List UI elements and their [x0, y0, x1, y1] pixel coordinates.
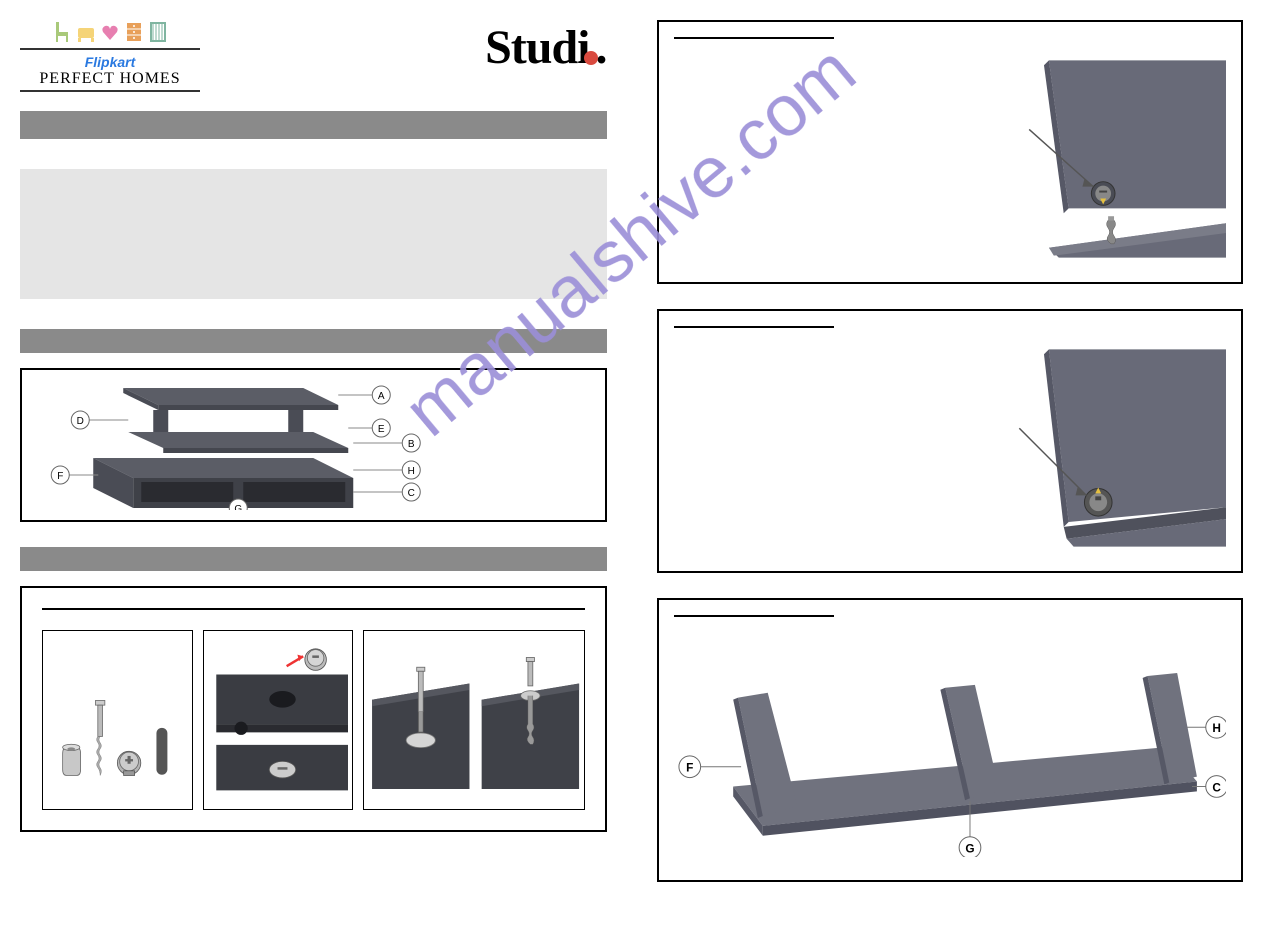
hardware-parts-cell — [42, 630, 193, 810]
step-diagram-3: F G H C — [657, 598, 1244, 882]
product-overview-diagram: A E B H C D F G — [20, 368, 607, 522]
hardware-bolt-insert-cell — [363, 630, 584, 810]
svg-text:D: D — [77, 416, 84, 427]
studio-dot-icon — [584, 51, 598, 65]
heart-icon — [100, 20, 120, 44]
step-diagram-2 — [657, 309, 1244, 573]
step-diagram-1 — [657, 20, 1244, 284]
svg-text:E: E — [378, 424, 385, 435]
product-svg: A E B H C D F G — [32, 380, 595, 510]
svg-text:C: C — [1212, 780, 1221, 794]
left-column: Flipkart PERFECT HOMES Studi. — [20, 20, 607, 907]
svg-text:F: F — [686, 761, 693, 775]
svg-text:H: H — [1212, 721, 1221, 735]
svg-text:A: A — [378, 391, 385, 402]
sofa-icon — [76, 20, 96, 44]
studio-text-main: Studi — [485, 21, 589, 74]
header-row: Flipkart PERFECT HOMES Studi. — [20, 20, 607, 96]
manual-page: Flipkart PERFECT HOMES Studi. — [20, 20, 1243, 907]
svg-text:G: G — [234, 504, 242, 510]
chair-icon — [52, 20, 72, 44]
section-bar-3 — [20, 547, 607, 571]
svg-text:B: B — [408, 439, 415, 450]
section-bar-2 — [20, 329, 607, 353]
dresser-icon — [124, 20, 144, 44]
shelf-icon — [148, 20, 168, 44]
flipkart-perfect-homes-logo: Flipkart PERFECT HOMES — [20, 20, 200, 96]
hardware-diagram — [20, 586, 607, 832]
studio-text-suffix: . — [596, 21, 607, 74]
svg-text:G: G — [965, 842, 974, 856]
section-bar-1 — [20, 111, 607, 139]
perfect-homes-text: PERFECT HOMES — [20, 70, 200, 88]
hardware-camlock-insert-cell — [203, 630, 354, 810]
info-panel — [20, 169, 607, 299]
svg-text:F: F — [57, 471, 63, 482]
right-column: F G H C — [657, 20, 1244, 907]
svg-text:H: H — [408, 466, 415, 477]
svg-text:C: C — [408, 488, 415, 499]
studio-logo: Studi. — [485, 20, 606, 75]
flipkart-text: Flipkart — [20, 54, 200, 70]
